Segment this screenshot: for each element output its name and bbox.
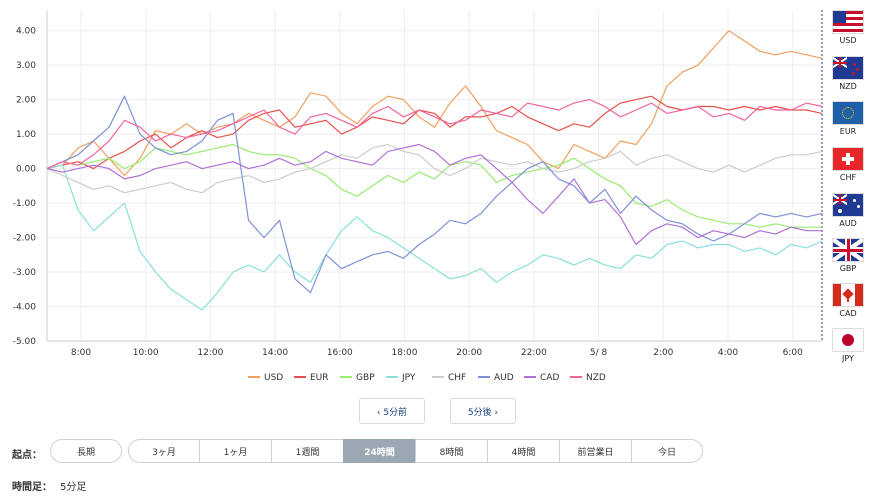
legend-label-jpy[interactable]: JPY: [401, 373, 416, 383]
series-line-aud: [46, 95, 823, 294]
x-axis-ticks: 8:00 10:00 12:00 14:00 16:00 18:00 20:00 22:00 5…: [71, 348, 803, 358]
interval-label: 時間足：: [12, 482, 52, 493]
y-tick-label: -5.00: [13, 337, 37, 347]
range-label: 起点：: [12, 450, 42, 461]
range-option-1w[interactable]: 1週間: [271, 439, 344, 463]
range-option-24h[interactable]: 24時間: [343, 439, 416, 463]
line-chart: 4.00 3.00 2.00 1.00 0.00 -1.00 -2.00 -3.00 -4.00…: [13, 10, 823, 383]
legend-label-eur[interactable]: EUR: [310, 373, 329, 383]
flag-aud[interactable]: AUD: [832, 193, 864, 228]
legend-label-cad[interactable]: CAD: [540, 373, 559, 383]
range-option-prev-day[interactable]: 前営業日: [559, 439, 632, 463]
x-tick-label: 20:00: [456, 348, 482, 358]
japan-flag-icon: [832, 328, 864, 352]
flag-label: USD: [839, 36, 857, 45]
series-line-jpy: [46, 164, 823, 311]
flag-eur[interactable]: EUR: [832, 101, 864, 136]
series-line-chf: [46, 143, 823, 194]
legend-label-gbp[interactable]: GBP: [356, 373, 375, 383]
uk-flag-icon: [832, 238, 864, 262]
prev-5min-button[interactable]: ‹ 5分前: [359, 398, 425, 424]
y-tick-label: -3.00: [13, 268, 37, 278]
chart-grid: [46, 10, 823, 342]
legend-label-chf[interactable]: CHF: [448, 373, 466, 383]
flag-label: CHF: [839, 173, 857, 182]
y-tick-label: 2.00: [16, 96, 36, 106]
flag-label: NZD: [839, 82, 857, 91]
y-tick-label: -1.00: [13, 199, 37, 209]
x-tick-label: 22:00: [521, 348, 547, 358]
y-tick-label: 3.00: [16, 61, 36, 71]
x-tick-label: 4:00: [718, 348, 738, 358]
flag-label: GBP: [839, 264, 857, 273]
range-option-4h[interactable]: 4時間: [487, 439, 560, 463]
flag-nzd[interactable]: NZD: [832, 56, 864, 91]
series-line-nzd: [46, 98, 823, 170]
range-option-today[interactable]: 今日: [631, 439, 703, 463]
australia-flag-icon: [832, 193, 864, 217]
series-lines: [46, 30, 823, 311]
y-tick-label: -2.00: [13, 234, 37, 244]
flag-label: CAD: [839, 309, 857, 318]
y-tick-label: 4.00: [16, 27, 36, 37]
usa-flag-icon: [832, 10, 864, 34]
flag-gbp[interactable]: GBP: [832, 238, 864, 273]
series-line-usd: [46, 30, 823, 177]
x-tick-label: 6:00: [783, 348, 803, 358]
new-zealand-flag-icon: [832, 56, 864, 80]
range-option-8h[interactable]: 8時間: [415, 439, 488, 463]
flag-label: EUR: [839, 127, 857, 136]
legend-label-aud[interactable]: AUD: [494, 373, 514, 383]
flag-jpy[interactable]: JPY: [832, 328, 864, 363]
y-axis-ticks: 4.00 3.00 2.00 1.00 0.00 -1.00 -2.00 -3.00 -4.00…: [13, 27, 37, 347]
x-tick-label: 5/ 8: [590, 348, 608, 358]
x-tick-label: 12:00: [197, 348, 223, 358]
legend-label-nzd[interactable]: NZD: [586, 373, 606, 383]
x-tick-label: 16:00: [327, 348, 353, 358]
x-tick-label: 18:00: [392, 348, 418, 358]
series-line-cad: [46, 143, 822, 246]
interval-value: 5分足: [60, 482, 87, 493]
x-tick-label: 2:00: [653, 348, 673, 358]
flag-usd[interactable]: USD: [832, 10, 864, 45]
range-option-1m[interactable]: 1ヶ月: [199, 439, 272, 463]
y-tick-label: 0.00: [16, 165, 36, 175]
x-tick-label: 14:00: [262, 348, 288, 358]
x-tick-label: 8:00: [71, 348, 91, 358]
range-option-3m[interactable]: 3ヶ月: [128, 439, 200, 463]
switzerland-flag-icon: [832, 147, 864, 171]
flag-label: JPY: [842, 354, 854, 363]
eu-flag-icon: [832, 101, 864, 125]
legend-label-usd[interactable]: USD: [264, 373, 283, 383]
x-tick-label: 10:00: [133, 348, 159, 358]
series-line-gbp: [46, 143, 822, 228]
y-tick-label: 1.00: [16, 130, 36, 140]
next-5min-button[interactable]: 5分後 ›: [450, 398, 516, 424]
flag-chf[interactable]: CHF: [832, 147, 864, 182]
chart-legend: USD EUR GBP JPY CHF AUD CAD NZD: [248, 373, 606, 383]
range-option-long[interactable]: 長期: [50, 439, 122, 463]
y-tick-label: -4.00: [13, 303, 37, 313]
flag-label: AUD: [839, 219, 857, 228]
canada-flag-icon: [832, 283, 864, 307]
flag-cad[interactable]: CAD: [832, 283, 864, 318]
